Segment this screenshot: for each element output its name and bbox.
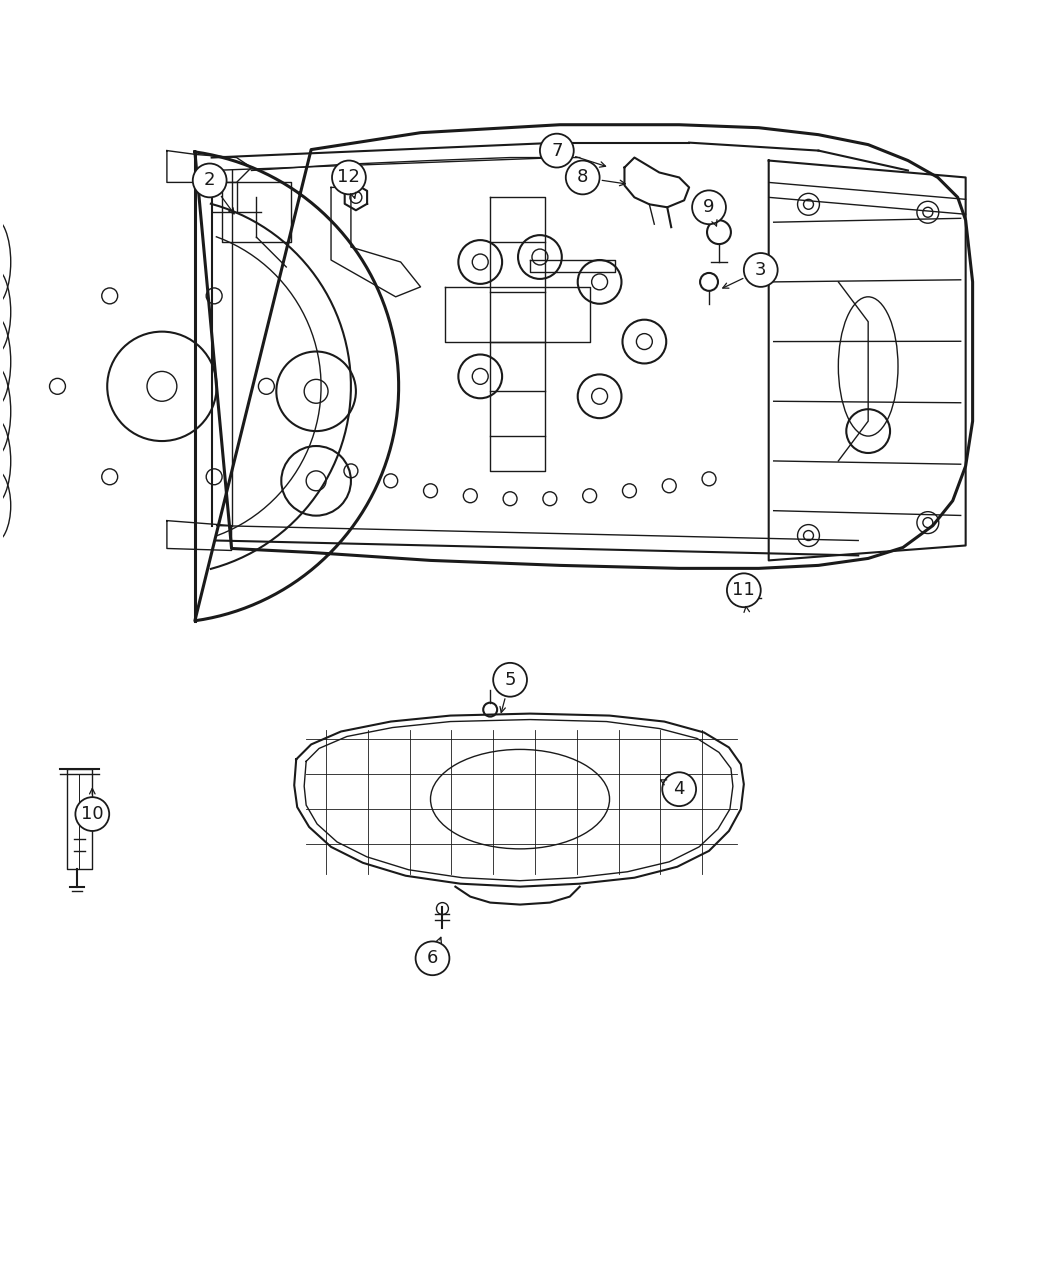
Circle shape [494, 663, 527, 696]
Circle shape [540, 134, 573, 167]
Text: 9: 9 [704, 199, 715, 217]
Text: 8: 8 [578, 168, 588, 186]
Circle shape [692, 190, 726, 224]
Circle shape [76, 797, 109, 831]
Circle shape [566, 161, 600, 194]
Text: 2: 2 [204, 171, 215, 190]
Circle shape [743, 252, 778, 287]
Text: 5: 5 [504, 671, 516, 688]
Text: 4: 4 [673, 780, 685, 798]
Circle shape [416, 941, 449, 975]
Text: 3: 3 [755, 261, 766, 279]
Circle shape [332, 161, 365, 194]
Text: 11: 11 [733, 581, 755, 599]
Text: 10: 10 [81, 805, 104, 824]
Circle shape [193, 163, 227, 198]
Circle shape [663, 773, 696, 806]
Text: 6: 6 [426, 950, 438, 968]
Text: 12: 12 [337, 168, 360, 186]
Text: 7: 7 [551, 142, 563, 159]
Circle shape [727, 574, 761, 607]
